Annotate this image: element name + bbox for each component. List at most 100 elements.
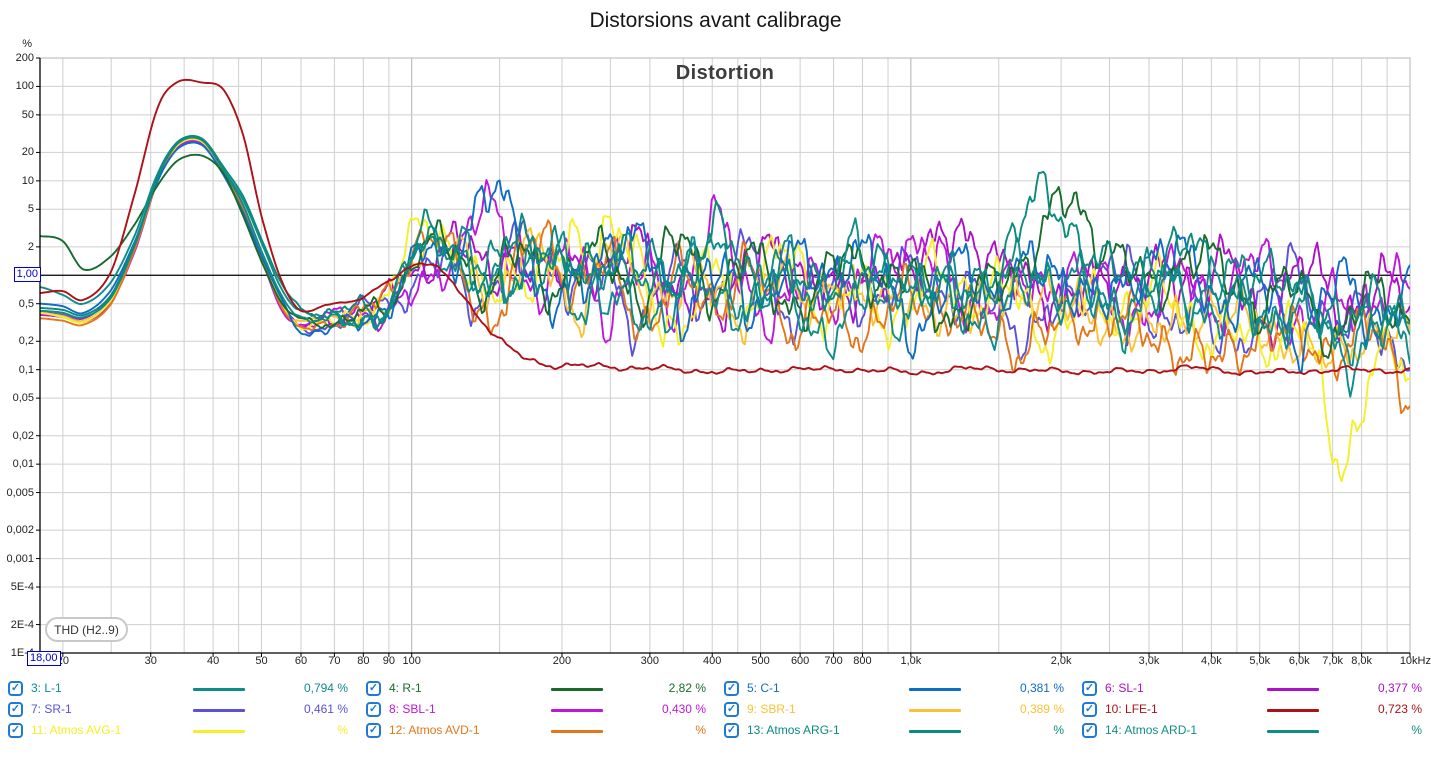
check-icon: ✓ xyxy=(1084,703,1095,715)
legend-label[interactable]: 6: SL-1 xyxy=(1105,681,1144,695)
series-curve-4-R-1 xyxy=(40,153,1410,359)
legend-value: % xyxy=(1053,723,1064,737)
legend-item-sbl-1: ✓ 8: SBL-1 0,430 % xyxy=(364,700,716,720)
legend-checkbox[interactable]: ✓ xyxy=(8,681,23,696)
legend-item-atmos-ard-1: ✓ 14: Atmos ARD-1 % xyxy=(1080,721,1431,741)
y-tick-label-2: 2 xyxy=(27,240,34,253)
legend-value: 0,461 % xyxy=(303,702,348,716)
legend-line-swatch xyxy=(1267,730,1319,733)
legend-checkbox[interactable]: ✓ xyxy=(366,681,381,696)
y-axis-unit: % xyxy=(22,38,32,50)
legend-label[interactable]: 8: SBL-1 xyxy=(389,702,436,716)
legend-label[interactable]: 7: SR-1 xyxy=(31,702,72,716)
legend-value: 0,723 % xyxy=(1377,702,1422,716)
legend-checkbox[interactable]: ✓ xyxy=(366,723,381,738)
x-tick-label-5,0k: 5,0k xyxy=(1249,655,1271,667)
legend-item-r-1: ✓ 4: R-1 2,82 % xyxy=(364,679,716,699)
x-tick-label-2,0k: 2,0k xyxy=(1050,655,1072,667)
y-tick-label-5: 5 xyxy=(27,203,34,216)
check-icon: ✓ xyxy=(726,703,737,715)
x-tick-label-70: 70 xyxy=(328,655,341,667)
y-tick-label-5E-4: 5E-4 xyxy=(10,580,34,593)
y-tick-label-200: 200 xyxy=(15,52,34,64)
x-tick-label-10kHz: 10kHz xyxy=(1399,655,1431,667)
x-tick-label-90: 90 xyxy=(382,655,395,667)
y-tick-label-0,001: 0,001 xyxy=(6,552,34,565)
legend-item-c-1: ✓ 5: C-1 0,381 % xyxy=(722,679,1074,699)
y-tick-label-0,2: 0,2 xyxy=(18,335,34,348)
x-tick-label-4,0k: 4,0k xyxy=(1200,655,1222,667)
legend-checkbox[interactable]: ✓ xyxy=(1082,681,1097,696)
legend-item-atmos-avg-1: ✓ 11: Atmos AVG-1 % xyxy=(6,721,358,741)
legend-checkbox[interactable]: ✓ xyxy=(724,681,739,696)
legend-item-sl-1: ✓ 6: SL-1 0,377 % xyxy=(1080,679,1431,699)
legend-value: 0,430 % xyxy=(661,702,706,716)
x-tick-label-500: 500 xyxy=(751,655,770,667)
series-curve-13-Atmos-ARG-1 xyxy=(40,135,1410,340)
legend-item-sbr-1: ✓ 9: SBR-1 0,389 % xyxy=(722,700,1074,720)
legend-value: 0,377 % xyxy=(1377,681,1422,695)
series-curve-5-C-1 xyxy=(40,141,1410,373)
cursor-x-value: 18,00 xyxy=(27,651,61,666)
y-tick-label-0,002: 0,002 xyxy=(6,524,34,537)
legend-checkbox[interactable]: ✓ xyxy=(8,702,23,717)
legend-line-swatch xyxy=(1267,688,1319,691)
check-icon: ✓ xyxy=(1084,682,1095,694)
legend-checkbox[interactable]: ✓ xyxy=(1082,702,1097,717)
legend-value: % xyxy=(695,723,706,737)
legend-checkbox[interactable]: ✓ xyxy=(8,723,23,738)
y-tick-label-10: 10 xyxy=(21,174,34,187)
legend-label[interactable]: 9: SBR-1 xyxy=(747,702,796,716)
x-tick-label-1,0k: 1,0k xyxy=(900,655,922,667)
legend-line-swatch xyxy=(193,688,245,691)
check-icon: ✓ xyxy=(726,724,737,736)
legend-label[interactable]: 10: LFE-1 xyxy=(1105,702,1158,716)
series-curve-10-LFE-1 xyxy=(40,78,1410,376)
y-tick-label-100: 100 xyxy=(15,80,34,93)
legend-value: 0,389 % xyxy=(1019,702,1064,716)
legend-checkbox[interactable]: ✓ xyxy=(724,723,739,738)
y-tick-label-2E-4: 2E-4 xyxy=(10,618,34,631)
thd-selector-pill[interactable]: THD (H2..9) xyxy=(45,617,128,642)
legend-line-swatch xyxy=(193,709,245,712)
legend-checkbox[interactable]: ✓ xyxy=(724,702,739,717)
legend-label[interactable]: 3: L-1 xyxy=(31,681,62,695)
chart-title: Distortion xyxy=(675,62,775,84)
check-icon: ✓ xyxy=(368,682,379,694)
legend-label[interactable]: 14: Atmos ARD-1 xyxy=(1105,723,1198,737)
legend-line-swatch xyxy=(551,730,603,733)
legend-checkbox[interactable]: ✓ xyxy=(1082,723,1097,738)
x-tick-label-6,0k: 6,0k xyxy=(1288,655,1310,667)
legend-label[interactable]: 11: Atmos AVG-1 xyxy=(31,723,122,737)
legend-item-atmos-avd-1: ✓ 12: Atmos AVD-1 % xyxy=(364,721,716,741)
y-tick-label-0,01: 0,01 xyxy=(12,458,34,471)
y-tick-label-0,1: 0,1 xyxy=(18,363,34,376)
legend-line-swatch xyxy=(193,730,245,733)
legend-item-sr-1: ✓ 7: SR-1 0,461 % xyxy=(6,700,358,720)
legend-line-swatch xyxy=(909,688,961,691)
x-tick-label-30: 30 xyxy=(144,655,157,667)
legend-line-swatch xyxy=(909,730,961,733)
x-tick-label-7,0k: 7,0k xyxy=(1322,655,1344,667)
check-icon: ✓ xyxy=(10,724,21,736)
legend-label[interactable]: 13: Atmos ARG-1 xyxy=(747,723,840,737)
legend-line-swatch xyxy=(551,688,603,691)
legend-checkbox[interactable]: ✓ xyxy=(366,702,381,717)
check-icon: ✓ xyxy=(1084,724,1095,736)
legend-value: 0,381 % xyxy=(1019,681,1064,695)
x-tick-label-80: 80 xyxy=(357,655,370,667)
x-tick-label-60: 60 xyxy=(294,655,308,667)
legend-label[interactable]: 4: R-1 xyxy=(389,681,422,695)
check-icon: ✓ xyxy=(10,703,21,715)
cursor-y-value: 1,00 xyxy=(13,267,41,283)
x-tick-label-50: 50 xyxy=(255,655,268,667)
legend-label[interactable]: 12: Atmos AVD-1 xyxy=(389,723,480,737)
legend-label[interactable]: 5: C-1 xyxy=(747,681,780,695)
legend-item-atmos-arg-1: ✓ 13: Atmos ARG-1 % xyxy=(722,721,1074,741)
x-tick-label-100: 100 xyxy=(402,655,421,667)
legend-item-lfe-1: ✓ 10: LFE-1 0,723 % xyxy=(1080,700,1431,720)
page-title: Distorsions avant calibrage xyxy=(589,9,842,32)
x-tick-label-200: 200 xyxy=(552,655,572,667)
